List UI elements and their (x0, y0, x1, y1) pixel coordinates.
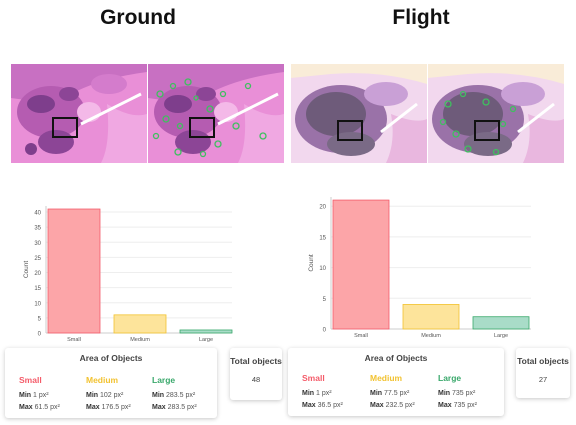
flight-title: Flight (392, 6, 450, 29)
area-card-title: Area of Objects (79, 353, 143, 363)
small-max: Max 61.5 px² (19, 404, 60, 411)
y-tick-label: 15 (34, 286, 41, 292)
small-min: Min 1 px² (19, 392, 49, 399)
large-label: Large (152, 375, 176, 385)
small-max: Max 36.5 px² (302, 402, 343, 409)
ground-chart-svg: 0 5 10 15 20 25 30 35 40 Count Small Medium Large (23, 206, 233, 343)
large-max: Max 735 px² (438, 402, 477, 409)
flight-tissue-segmented-image (428, 64, 564, 163)
y-tick-label: 25 (34, 256, 41, 262)
large-max: Max 283.5 px² (152, 404, 197, 411)
medium-max: Max 232.5 px² (370, 402, 415, 409)
y-tick-label: 35 (34, 226, 41, 232)
bar-medium (402, 304, 460, 330)
medium-max: Max 176.5 px² (86, 404, 131, 411)
y-tick-label: 40 (34, 211, 41, 217)
flight-bar-chart: 0 5 10 15 20 Count Small Medium Large (305, 193, 545, 343)
y-tick-label: 10 (319, 266, 326, 272)
total-objects-value: 27 (538, 375, 548, 384)
ground-total-objects-card: Total objects 48 (230, 348, 282, 400)
y-tick-label: 20 (34, 271, 41, 277)
total-objects-value: 48 (251, 375, 261, 384)
medium-min: Min 102 px² (86, 392, 124, 399)
x-tick-label: Medium (421, 333, 441, 339)
large-min: Min 283.5 px² (152, 392, 196, 399)
x-tick-label: Small (354, 333, 368, 339)
total-objects-label: Total objects (230, 356, 282, 366)
small-label: Small (19, 375, 42, 385)
y-tick-label: 10 (34, 301, 41, 307)
large-label: Large (438, 373, 462, 383)
bar-medium (113, 314, 167, 334)
ground-title: Ground (100, 6, 176, 29)
flight-tissue-image (291, 64, 427, 163)
flight-area-of-objects-card: Area of Objects Small Medium Large Min 1… (288, 348, 504, 416)
flight-total-objects-card: Total objects 27 (516, 348, 570, 398)
x-tick-label: Small (67, 337, 81, 343)
ground-bar-chart: 0 5 10 15 20 25 30 35 40 Count Small Medium Large (20, 200, 245, 346)
x-tick-label: Medium (130, 337, 150, 343)
y-tick-label: 20 (319, 205, 326, 211)
medium-label: Medium (86, 375, 119, 385)
y-tick-label: 15 (319, 235, 326, 241)
flight-chart-svg: 0 5 10 15 20 Count Small Medium Large (308, 197, 531, 339)
y-tick-label: 0 (38, 332, 42, 338)
large-min: Min 735 px² (438, 390, 476, 397)
bar-large (179, 329, 233, 334)
ground-area-of-objects-card: Area of Objects Small Medium Large Min 1… (5, 348, 217, 418)
small-min: Min 1 px² (302, 390, 332, 397)
bar-small (332, 199, 390, 330)
medium-label: Medium (370, 373, 403, 383)
y-tick-label: 30 (34, 241, 41, 247)
x-tick-label: Large (199, 337, 213, 343)
y-tick-label: 5 (323, 297, 327, 303)
x-tick-label: Large (494, 333, 508, 339)
small-label: Small (302, 373, 325, 383)
y-axis-label: Count (308, 254, 315, 272)
total-objects-label: Total objects (517, 356, 569, 366)
bar-large (472, 316, 530, 330)
y-tick-label: 0 (323, 328, 327, 334)
y-axis-label: Count (23, 261, 30, 279)
ground-tissue-segmented-image (148, 64, 284, 163)
ground-tissue-image (11, 64, 147, 163)
medium-min: Min 77.5 px² (370, 390, 410, 397)
bar-small (47, 208, 101, 334)
y-tick-label: 5 (38, 316, 42, 322)
area-card-title: Area of Objects (364, 353, 428, 363)
